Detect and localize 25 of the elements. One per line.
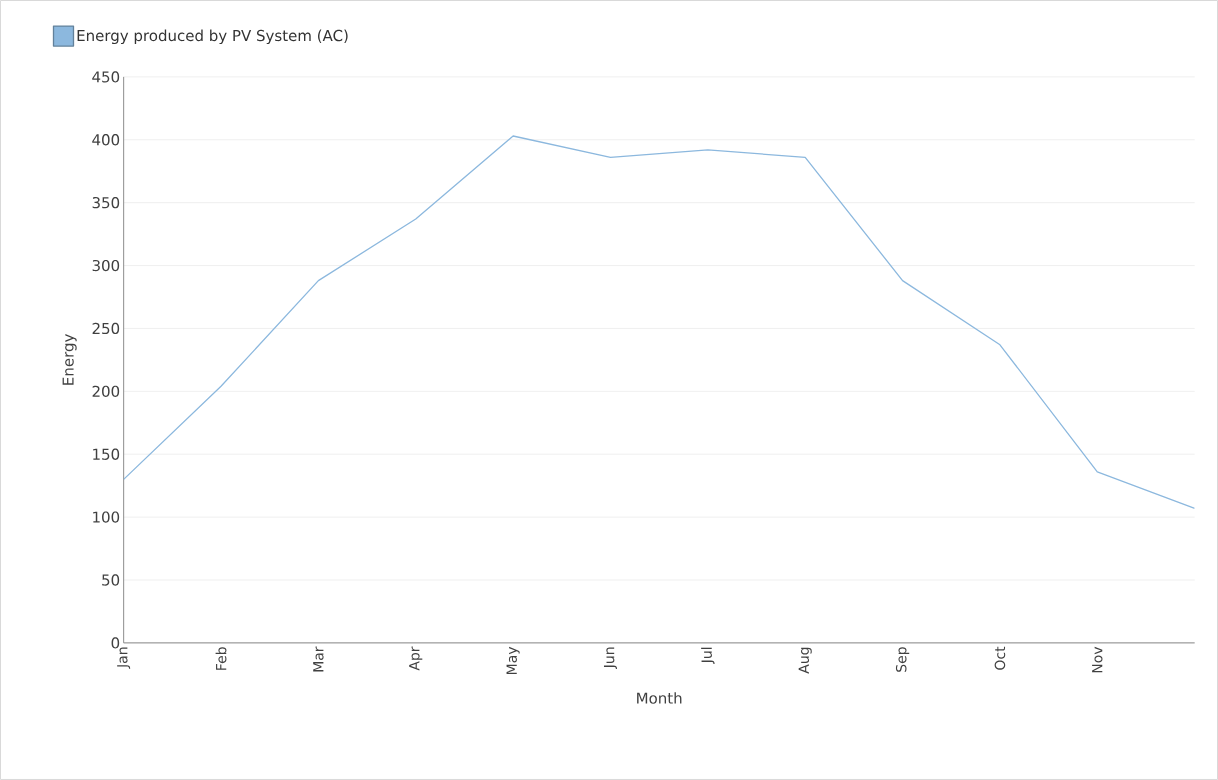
y-tick-label: 150 <box>93 448 120 460</box>
legend-label: Energy produced by PV System (AC) <box>77 29 348 45</box>
x-tick-label: Jun <box>603 647 617 669</box>
x-tick-label: Apr <box>409 646 423 671</box>
x-tick-label: May <box>506 646 520 674</box>
x-tick-label: Sep <box>895 647 910 672</box>
x-tick-label: Jan <box>117 647 131 669</box>
x-tick-label: Oct <box>994 646 1006 670</box>
y-tick-label: 350 <box>92 196 120 209</box>
x-tick-label: Mar <box>313 646 324 672</box>
y-tick-label: 200 <box>92 385 120 398</box>
x-tick-label: Jul <box>701 647 715 665</box>
line-series <box>123 135 1195 509</box>
y-tick-label: 300 <box>92 259 120 272</box>
y-tick-label: 450 <box>92 71 120 83</box>
x-axis-title: Month <box>637 692 682 704</box>
y-tick-label: 50 <box>102 574 120 586</box>
x-tick-label: Feb <box>215 647 227 670</box>
y-tick-label: 250 <box>92 322 120 335</box>
y-axis-title: Energy <box>62 334 77 385</box>
x-tick-label: Aug <box>798 647 812 674</box>
x-tick-label: Nov <box>1092 646 1103 673</box>
y-tick-label: 400 <box>92 134 120 146</box>
y-tick-label: 0 <box>111 637 120 649</box>
y-tick-label: 100 <box>93 511 120 523</box>
